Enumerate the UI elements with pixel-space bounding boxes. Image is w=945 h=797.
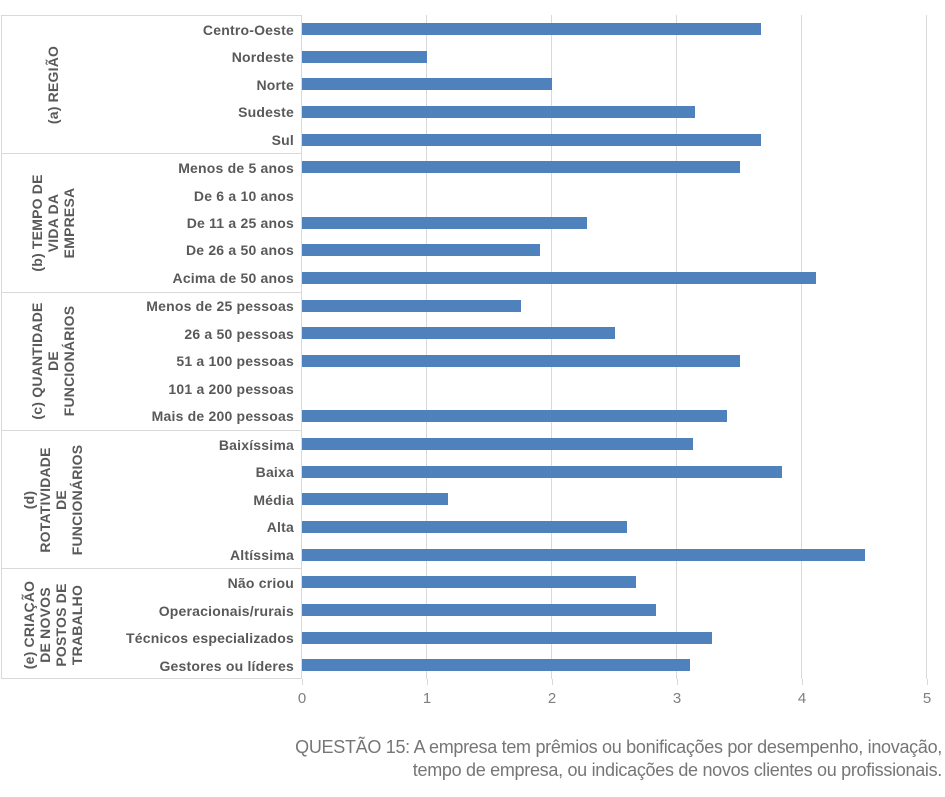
- group-label: (d) ROTATIVIDADE DE FUNCIONÁRIOS: [21, 444, 85, 555]
- bar: [302, 410, 727, 423]
- axis-tick-label: 2: [547, 690, 557, 707]
- category-labels: Centro-Oeste Nordeste Norte Sudeste Sul: [104, 16, 301, 153]
- bar: [302, 603, 656, 616]
- category-labels: Menos de 5 anos De 6 a 10 anos De 11 a 25 …: [104, 154, 301, 291]
- gridline: [926, 15, 927, 679]
- category-label: Técnicos especializados: [125, 630, 294, 647]
- bar: [302, 576, 636, 589]
- category-label: Mais de 200 pessoas: [151, 408, 294, 425]
- axis-tick-label: 0: [297, 690, 307, 707]
- category-label: Sul: [271, 131, 294, 148]
- category-labels: Baixíssima Baixa Média Alta Altíssima: [104, 431, 301, 568]
- bar: [302, 437, 694, 450]
- bar: [302, 271, 816, 284]
- category-label: 51 a 100 pessoas: [176, 353, 294, 370]
- category-labels: Menos de 25 pessoas 26 a 50 pessoas 51 a 1…: [104, 293, 301, 430]
- category-label: Sudeste: [238, 104, 294, 121]
- axis-tick: [427, 679, 428, 685]
- bar: [302, 133, 761, 146]
- category-group: (c) QUANTIDADE DE FUNCIONÁRIOS Menos de 2…: [2, 293, 301, 431]
- category-label: De 6 a 10 anos: [193, 187, 294, 204]
- plot-area: [302, 15, 927, 679]
- category-label: Menos de 25 pessoas: [146, 298, 294, 315]
- bar: [302, 659, 690, 672]
- axis-tick-label: 1: [422, 690, 432, 707]
- chart-caption: QUESTÃO 15: A empresa tem prêmios ou bon…: [295, 737, 942, 780]
- category-label: Centro-Oeste: [202, 21, 294, 38]
- axis-tick: [802, 679, 803, 685]
- category-label: Baixa: [255, 464, 294, 481]
- axis-tick: [677, 679, 678, 685]
- category-label: De 26 a 50 anos: [185, 242, 294, 259]
- bar: [302, 299, 521, 312]
- bar: [302, 78, 552, 91]
- category-label: Alta: [266, 519, 294, 536]
- bar: [302, 22, 761, 35]
- category-label: 26 a 50 pessoas: [184, 325, 294, 342]
- bar: [302, 161, 740, 174]
- axis-tick: [552, 679, 553, 685]
- category-label: Gestores ou líderes: [159, 658, 294, 675]
- category-group: (b) TEMPO DE VIDA DA EMPRESA Menos de 5 a…: [2, 154, 301, 293]
- bar: [302, 354, 740, 367]
- group-label: (b) TEMPO DE VIDA DA EMPRESA: [29, 174, 77, 272]
- group-label-cell: (c) QUANTIDADE DE FUNCIONÁRIOS: [2, 293, 104, 430]
- category-axis-panel: (a) REGIÃO Centro-Oeste Nordeste Norte Sudes…: [1, 15, 302, 679]
- x-axis: 0 1 2 3 4 5: [298, 679, 931, 713]
- bar: [302, 465, 782, 478]
- group-label-cell: (a) REGIÃO: [2, 16, 104, 153]
- bar: [302, 216, 587, 229]
- group-label-cell: (d) ROTATIVIDADE DE FUNCIONÁRIOS: [2, 431, 104, 568]
- category-group: (e) CRIAÇÃO DE NOVOS POSTOS DE TRABALHO N…: [2, 569, 301, 680]
- gridline: [426, 15, 427, 679]
- group-label: (a) REGIÃO: [45, 45, 61, 124]
- bar: [302, 50, 427, 63]
- gridline: [676, 15, 677, 679]
- category-label: Operacionais/rurais: [158, 602, 294, 619]
- gridline: [551, 15, 552, 679]
- category-label: Baixíssima: [218, 436, 294, 453]
- group-label-cell: (e) CRIAÇÃO DE NOVOS POSTOS DE TRABALHO: [2, 569, 104, 680]
- bar: [302, 493, 449, 506]
- category-label: Não criou: [227, 575, 294, 592]
- category-label: Norte: [256, 76, 294, 93]
- axis-tick: [927, 679, 928, 685]
- axis-tick-label: 4: [797, 690, 807, 707]
- group-label: (e) CRIAÇÃO DE NOVOS POSTOS DE TRABALHO: [21, 580, 85, 669]
- axis-tick-label: 3: [672, 690, 682, 707]
- bar: [302, 105, 695, 118]
- category-group: (d) ROTATIVIDADE DE FUNCIONÁRIOS Baixíssi…: [2, 431, 301, 570]
- group-label-cell: (b) TEMPO DE VIDA DA EMPRESA: [2, 154, 104, 291]
- category-label: Menos de 5 anos: [178, 160, 294, 177]
- bar: [302, 327, 615, 340]
- axis-tick-label: 5: [922, 690, 932, 707]
- category-label: Altíssima: [229, 546, 294, 563]
- bar: [302, 244, 540, 257]
- gridline: [801, 15, 802, 679]
- category-label: Média: [253, 491, 294, 508]
- category-label: 101 a 200 pessoas: [168, 380, 294, 397]
- category-labels: Não criou Operacionais/rurais Técnicos esp…: [104, 569, 301, 680]
- category-label: Nordeste: [231, 49, 294, 66]
- axis-tick: [302, 679, 303, 685]
- category-label: Acima de 50 anos: [172, 269, 294, 286]
- category-label: De 11 a 25 anos: [186, 215, 294, 231]
- category-group: (a) REGIÃO Centro-Oeste Nordeste Norte Sudes…: [2, 16, 301, 155]
- bar: [302, 520, 627, 533]
- bar: [302, 548, 865, 561]
- group-label: (c) QUANTIDADE DE FUNCIONÁRIOS: [29, 302, 77, 420]
- bar: [302, 631, 712, 644]
